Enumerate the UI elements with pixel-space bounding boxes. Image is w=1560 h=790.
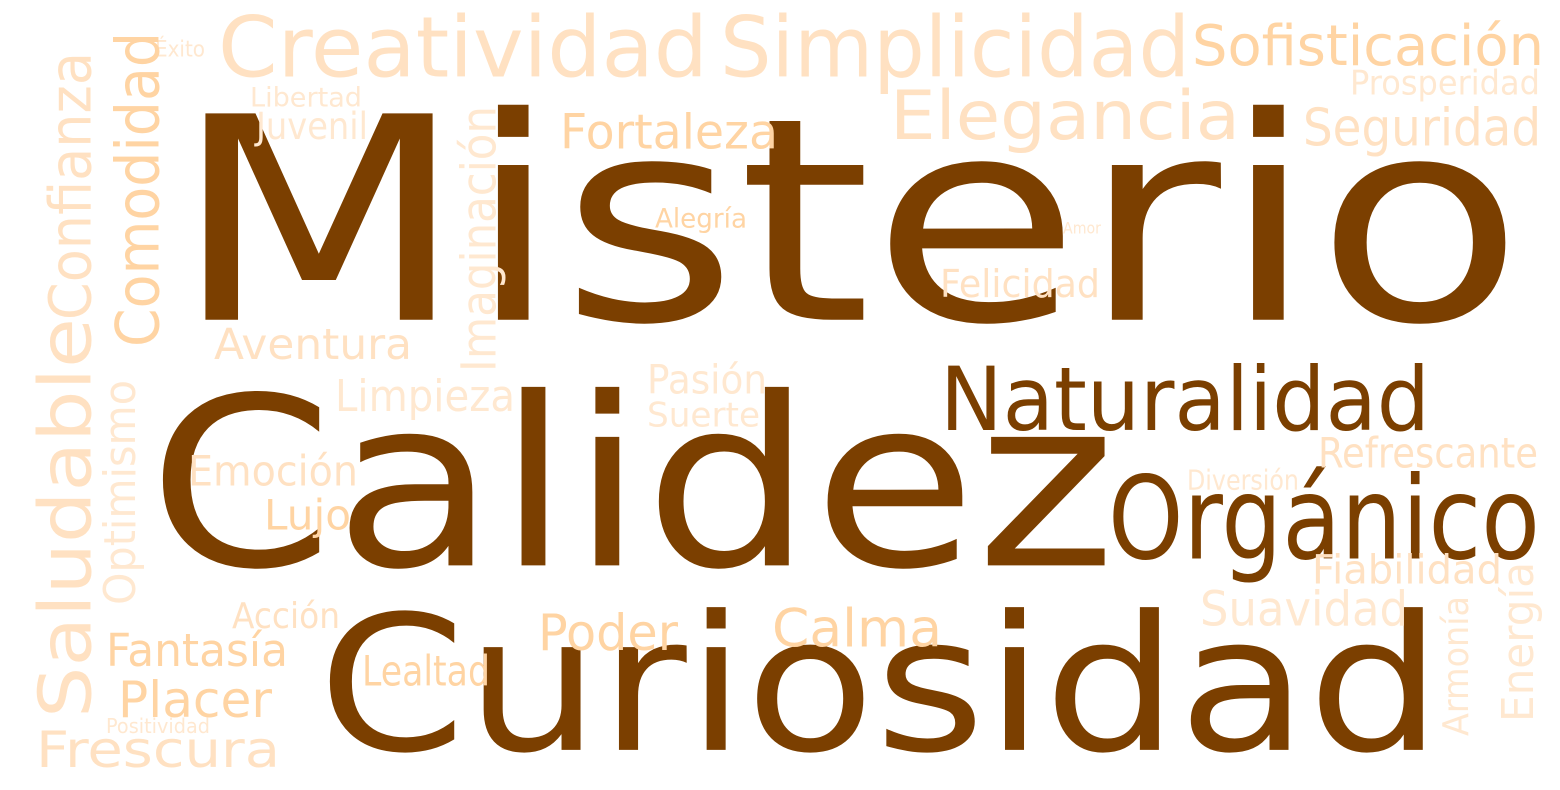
word-energia: Energía <box>1492 562 1544 722</box>
word-juvenil: Juvenil <box>256 104 368 148</box>
word-refrescante: Refrescante <box>1318 428 1538 478</box>
word-naturalidad: Naturalidad <box>940 348 1430 452</box>
word-alegria: Alegría <box>655 202 747 235</box>
word-curiosidad: Curiosidad <box>318 575 1442 790</box>
word-felicidad: Felicidad <box>940 261 1100 307</box>
word-suavidad: Suavidad <box>1200 580 1408 637</box>
word-pasion: Pasión <box>647 356 767 404</box>
word-accion: Acción <box>232 594 340 637</box>
word-calidez: Calidez <box>148 346 1116 622</box>
word-creatividad: Creatividad <box>218 0 708 97</box>
word-sofisticacion: Sofisticación <box>1192 12 1544 79</box>
word-diversion: Diversión <box>1187 463 1299 497</box>
word-organico: Orgánico <box>1108 451 1540 587</box>
word-seguridad: Seguridad <box>1303 97 1541 159</box>
word-fiabilidad: Fiabilidad <box>1312 546 1502 594</box>
word-lujo: Lujo <box>264 490 351 540</box>
word-confianza: Confianza <box>36 51 105 320</box>
word-emocion: Emoción <box>188 446 358 496</box>
word-saludable: Saludable <box>23 318 108 718</box>
word-armonia: Armonía <box>1434 596 1477 736</box>
word-prosperidad: Prosperidad <box>1350 62 1540 103</box>
word-fortaleza: Fortaleza <box>560 103 778 160</box>
word-limpieza: Limpieza <box>335 370 515 422</box>
word-aventura: Aventura <box>214 319 412 370</box>
word-placer: Placer <box>118 670 272 729</box>
word-fantasia: Fantasía <box>106 623 288 677</box>
word-simplicidad: Simplicidad <box>720 0 1190 97</box>
word-lealtad: Lealtad <box>362 646 490 696</box>
word-poder: Poder <box>538 603 678 662</box>
word-misterio: Misterio <box>172 56 1524 388</box>
word-comodidad: Comodidad <box>102 31 173 347</box>
word-calma: Calma <box>772 597 942 660</box>
word-frescura: Frescura <box>36 720 280 779</box>
word-amor: Amor <box>1063 218 1101 238</box>
word-suerte: Suerte <box>647 394 760 435</box>
word-positividad: Positividad <box>106 714 210 738</box>
word-libertad: Libertad <box>250 81 362 114</box>
word-elegancia: Elegancia <box>890 75 1240 156</box>
word-optimismo: Optimismo <box>94 380 146 605</box>
word-imaginacion: Imaginación <box>450 106 507 372</box>
word-exito: Éxito <box>155 36 205 62</box>
